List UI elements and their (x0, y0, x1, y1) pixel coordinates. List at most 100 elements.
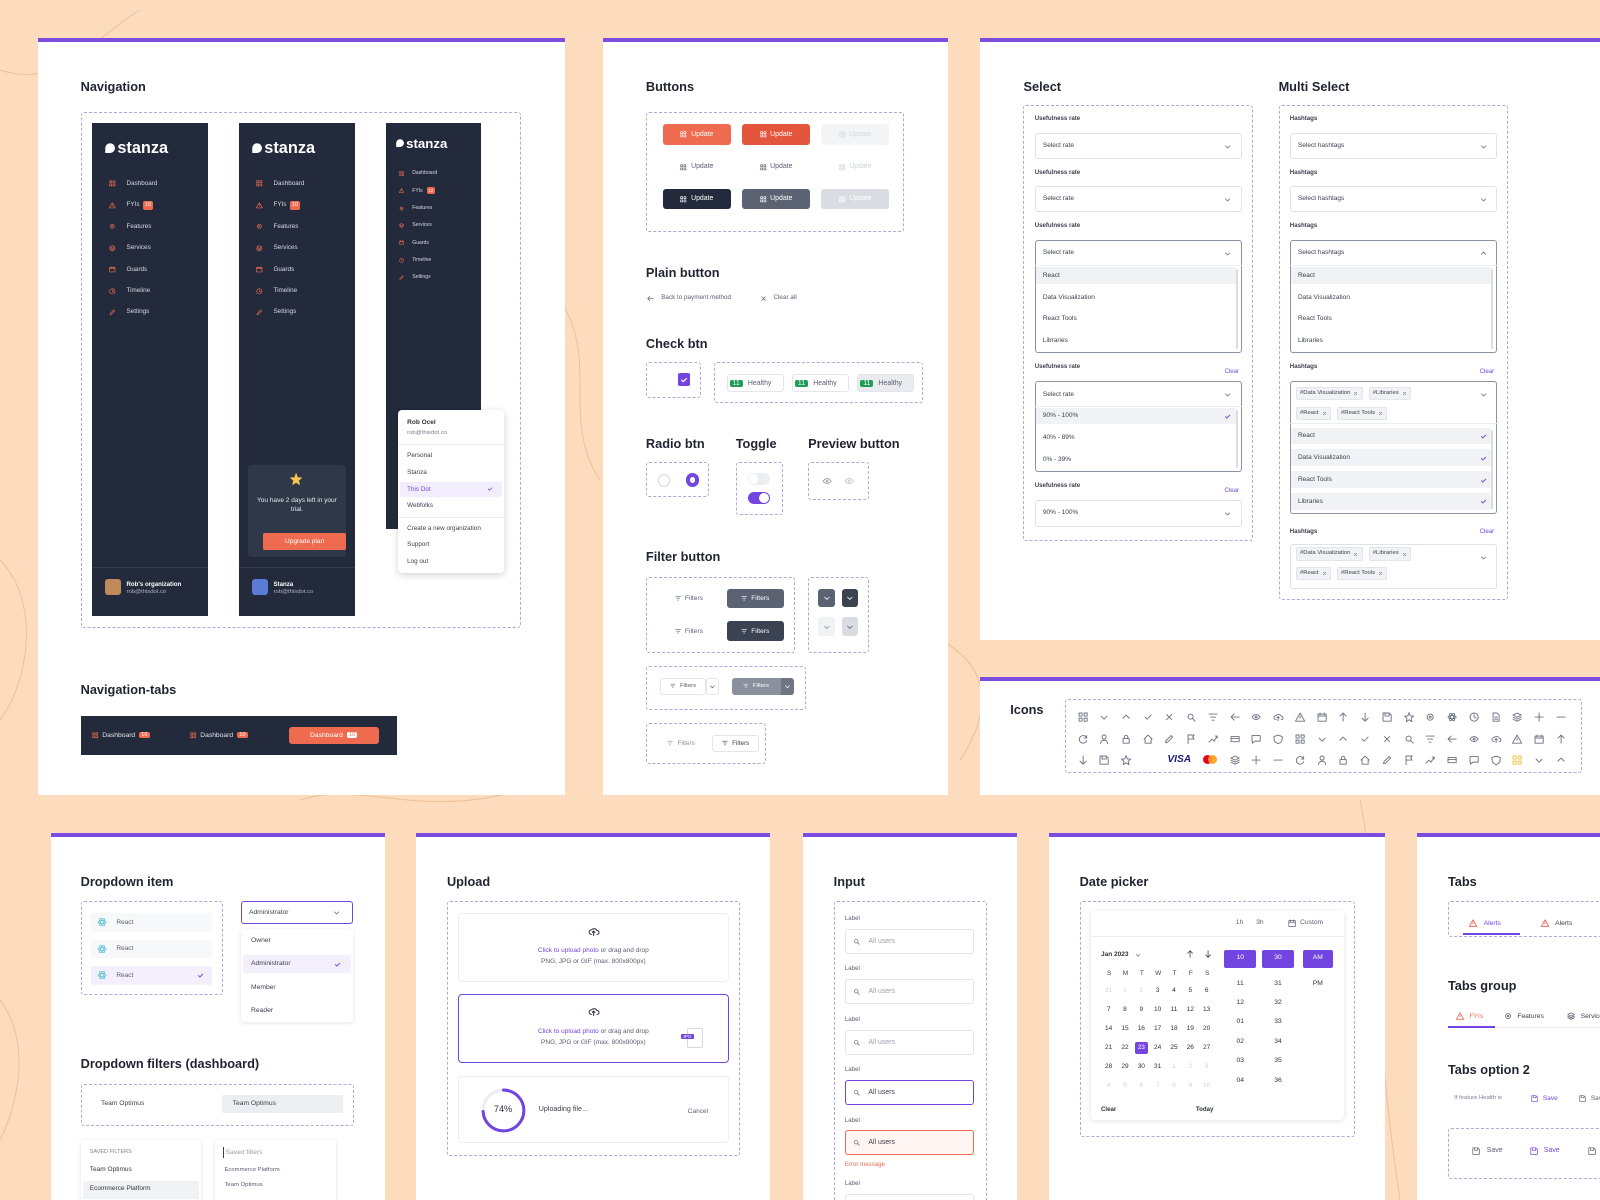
period-option[interactable]: PM (1312, 979, 1323, 987)
saved-filter[interactable]: Ecommerce Platform (89, 1184, 151, 1192)
save-tab[interactable]: Save (1543, 1146, 1560, 1154)
dropdown-toggle[interactable] (706, 677, 720, 695)
nav-item[interactable]: Dashboard (126, 179, 158, 187)
calendar-day[interactable]: 8 (1172, 1082, 1176, 1090)
upload-link[interactable]: Click to upload photo (537, 946, 599, 954)
calendar-day[interactable]: 3 (1155, 986, 1160, 994)
select-option[interactable]: Libraries (1297, 337, 1323, 345)
calendar-day[interactable]: 29 (1121, 1063, 1129, 1071)
nav-item[interactable]: Dashboard (412, 170, 438, 177)
select-option[interactable]: 0% - 39% (1042, 456, 1072, 464)
calendar-day[interactable]: 23 (1137, 1043, 1145, 1051)
text-input[interactable] (844, 1193, 975, 1200)
period-option[interactable]: AM (1312, 954, 1323, 962)
time-option[interactable]: 32 (1274, 998, 1282, 1006)
role-option[interactable]: Owner (251, 936, 271, 944)
plain-button[interactable]: Clear all (773, 294, 797, 302)
update-button[interactable]: Update (821, 188, 889, 210)
range-option[interactable]: 1h (1235, 919, 1244, 927)
calendar-day[interactable]: 2 (1188, 1063, 1193, 1071)
calendar-day[interactable]: 10 (1154, 1005, 1162, 1013)
filter-button[interactable]: Filters (712, 734, 760, 753)
select-option[interactable]: React (1042, 271, 1060, 279)
menu-organization[interactable]: Webfolks (407, 502, 433, 510)
saved-filter[interactable]: Team Optimus (89, 1166, 132, 1174)
select-option[interactable]: React Tools (1297, 475, 1332, 483)
text-input[interactable] (844, 1029, 975, 1056)
select-option[interactable]: React (1297, 431, 1315, 439)
calendar-day[interactable]: 27 (1203, 1043, 1211, 1051)
calendar-day[interactable]: 17 (1154, 1024, 1162, 1032)
select-field[interactable] (1034, 500, 1242, 527)
nav-item[interactable]: Settings (273, 308, 297, 316)
group-tab[interactable]: Features (1517, 1013, 1544, 1021)
hashtag-chip[interactable]: #Data Visualization (1295, 547, 1363, 561)
update-button[interactable]: Update (821, 157, 888, 177)
time-option[interactable]: 04 (1236, 1076, 1245, 1084)
update-button[interactable]: Update (821, 124, 889, 145)
hashtag-chip[interactable]: #Libraries (1368, 387, 1411, 401)
calendar-month[interactable]: Jan 2023 (1101, 951, 1129, 959)
plain-button[interactable]: Back to payment method (661, 294, 732, 302)
update-button[interactable]: Update (663, 157, 730, 177)
role-option[interactable]: Administrator (251, 960, 291, 968)
calendar-day[interactable]: 9 (1188, 1082, 1193, 1090)
dropdown-toggle[interactable] (818, 617, 835, 636)
time-option[interactable]: 33 (1274, 1018, 1282, 1026)
update-button[interactable]: Update (663, 124, 731, 145)
calendar-day[interactable]: 8 (1123, 1005, 1127, 1013)
range-option[interactable]: Custom (1300, 919, 1324, 927)
nav-item[interactable]: Services (273, 244, 298, 252)
dropdown-item[interactable]: React (116, 971, 134, 979)
filter-button[interactable]: Filters (660, 677, 707, 695)
calendar-day[interactable]: 15 (1121, 1024, 1129, 1032)
nav-item[interactable]: Timeline (412, 257, 432, 264)
text-input[interactable] (844, 928, 975, 955)
nav-item[interactable]: FYIs (273, 201, 287, 209)
time-option[interactable]: 11 (1236, 979, 1244, 987)
filter-button[interactable]: Filters (726, 621, 784, 641)
filter-button[interactable]: Filters (663, 589, 714, 608)
time-option[interactable]: 12 (1236, 998, 1245, 1006)
filter-button[interactable]: Filters (726, 588, 784, 609)
time-option[interactable]: 31 (1274, 979, 1282, 987)
select-field[interactable] (1289, 132, 1497, 160)
radio[interactable] (658, 474, 671, 487)
cancel-button[interactable]: Cancel (687, 1108, 709, 1116)
dropdown-item[interactable]: React (116, 918, 134, 926)
hashtag-chip[interactable]: #React Tools (1336, 566, 1388, 581)
calendar-day[interactable]: 22 (1121, 1043, 1129, 1051)
nav-item[interactable]: Settings (126, 308, 150, 316)
select-field[interactable] (1034, 239, 1242, 354)
calendar-day[interactable]: 31 (1105, 986, 1113, 994)
group-tab[interactable]: Services (1580, 1013, 1600, 1021)
role-option[interactable]: Reader (251, 1007, 274, 1015)
calendar-day[interactable]: 11 (1170, 1005, 1178, 1013)
calendar-day[interactable]: 19 (1186, 1024, 1194, 1032)
calendar-day[interactable]: 9 (1139, 1005, 1144, 1013)
time-option[interactable]: 30 (1274, 954, 1282, 962)
range-option[interactable]: 3h (1256, 919, 1264, 927)
dropdown-toggle[interactable] (841, 588, 859, 608)
tab[interactable]: Alerts (1483, 920, 1501, 928)
nav-item[interactable]: Timeline (126, 287, 151, 295)
select-option[interactable]: Data Visualization (1042, 293, 1095, 301)
nav-item[interactable]: Features (273, 222, 299, 230)
select-option[interactable]: Data Visualization (1297, 453, 1350, 461)
hashtag-chip[interactable]: #React Tools (1336, 406, 1388, 420)
calendar-day[interactable]: 13 (1203, 1005, 1211, 1013)
toggle[interactable] (747, 473, 771, 485)
select-field[interactable] (1034, 380, 1242, 473)
nav-item[interactable]: Guards (126, 265, 148, 273)
time-option[interactable]: 02 (1236, 1037, 1245, 1045)
menu-organization[interactable]: Personal (407, 452, 433, 460)
update-button[interactable]: Update (663, 188, 731, 210)
update-button[interactable]: Update (742, 124, 810, 145)
filter-button[interactable]: Filters (663, 621, 714, 640)
nav-item[interactable]: Dashboard (273, 179, 305, 187)
hashtag-chip[interactable]: #React (1295, 406, 1331, 420)
text-input[interactable] (844, 1129, 975, 1156)
hashtag-chip[interactable]: #React (1295, 566, 1331, 581)
dropdown-toggle[interactable] (841, 617, 859, 636)
save-tab[interactable]: Save (1486, 1146, 1503, 1154)
